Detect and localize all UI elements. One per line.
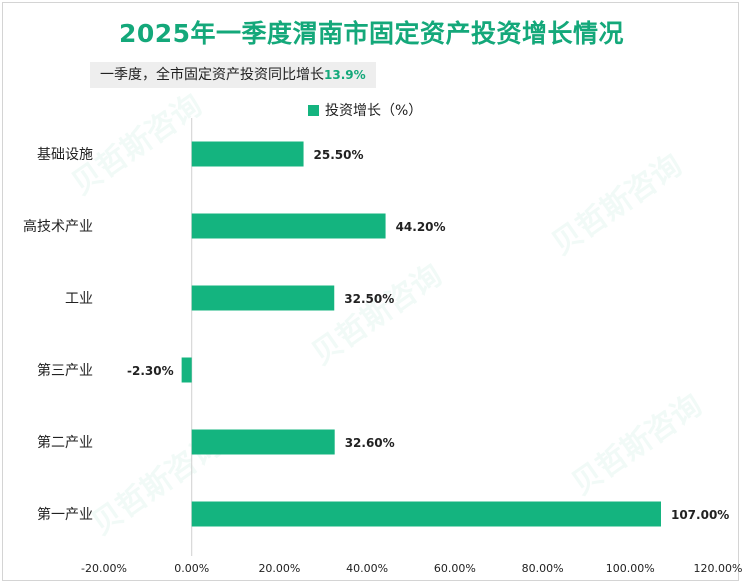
data-label: -2.30% xyxy=(127,364,174,378)
category-label: 高技术产业 xyxy=(23,218,93,235)
bar xyxy=(191,141,304,167)
x-tick-label: 20.00% xyxy=(258,562,300,575)
x-tick-label: 120.00% xyxy=(694,562,743,575)
x-tick-label: 0.00% xyxy=(174,562,209,575)
bar xyxy=(191,285,335,311)
data-label: 107.00% xyxy=(671,508,729,522)
category-label: 工业 xyxy=(65,291,93,307)
legend-label: 投资增长（%） xyxy=(325,103,423,119)
data-label: 25.50% xyxy=(314,148,364,162)
chart-title: 2025年一季度渭南市固定资产投资增长情况 xyxy=(118,19,625,48)
subtitle-box: 一季度，全市固定资产投资同比增长13.9% xyxy=(90,62,376,88)
bar xyxy=(191,213,386,239)
category-label: 第一产业 xyxy=(37,506,93,523)
category-label: 基础设施 xyxy=(37,146,93,163)
bar xyxy=(191,429,335,455)
subtitle-text: 一季度，全市固定资产投资同比增长 xyxy=(100,67,324,83)
x-tick-label: 40.00% xyxy=(346,562,388,575)
x-tick-label: 60.00% xyxy=(434,562,476,575)
x-tick-label: -20.00% xyxy=(81,562,127,575)
bar xyxy=(191,501,661,527)
legend-swatch xyxy=(308,104,319,116)
bar xyxy=(181,357,192,383)
data-label: 44.20% xyxy=(396,220,446,234)
x-tick-label: 80.00% xyxy=(522,562,564,575)
legend: 投资增长（%） xyxy=(308,100,422,120)
category-label: 第二产业 xyxy=(37,434,93,451)
data-label: 32.50% xyxy=(344,292,394,306)
data-label: 32.60% xyxy=(345,436,395,450)
subtitle-highlight: 13.9% xyxy=(324,68,366,82)
x-tick-label: 100.00% xyxy=(606,562,655,575)
category-label: 第三产业 xyxy=(37,362,93,379)
